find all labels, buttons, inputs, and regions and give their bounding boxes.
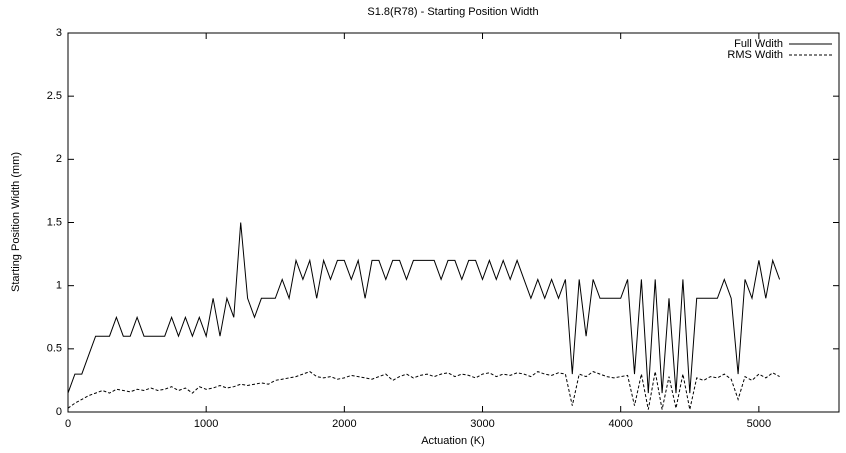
x-tick-label: 5000 [747,418,771,430]
x-tick-label: 2000 [332,418,356,430]
y-tick-label: 3 [56,27,62,39]
y-tick-label: 1 [56,280,62,292]
x-tick-label: 3000 [470,418,494,430]
chart-title: S1.8(R78) - Starting Position Width [367,6,538,18]
legend-label: RMS Wdith [727,49,783,61]
series-line [67,222,781,394]
y-tick-label: 2 [56,153,62,165]
x-tick-label: 0 [65,418,71,430]
legend-label: Full Wdith [734,38,783,50]
y-tick-label: 0.5 [47,343,62,355]
x-axis-label: Actuation (K) [421,435,485,447]
y-axis-label: Starting Position Width (mm) [10,152,22,292]
y-tick-label: 1.5 [47,216,62,228]
y-tick-label: 2.5 [47,90,62,102]
plot-frame [67,32,840,413]
x-tick-label: 4000 [608,418,632,430]
series-line [67,371,780,410]
x-tick-label: 1000 [194,418,218,430]
y-tick-label: 0 [56,406,62,418]
